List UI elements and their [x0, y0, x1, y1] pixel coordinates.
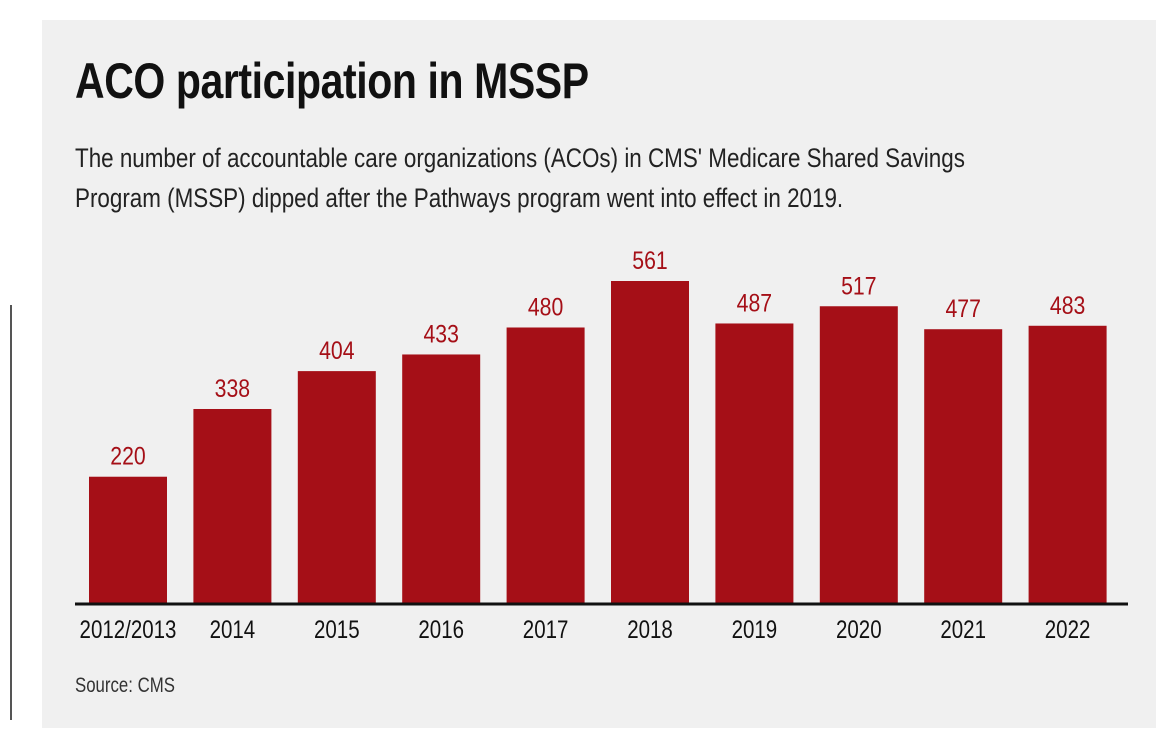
value-label: 480: [528, 293, 563, 321]
x-tick-label: 2020: [836, 615, 882, 643]
bar-2014: [193, 408, 272, 603]
bar-2012-2013: [89, 476, 167, 603]
bar-2017: [506, 327, 585, 603]
value-label: 561: [632, 246, 667, 274]
bar-2020: [819, 306, 898, 603]
value-label: 517: [841, 272, 876, 300]
subtitle-line-2: Program (MSSP) dipped after the Pathways…: [75, 183, 844, 213]
x-tick-label: 2012/2013: [80, 615, 177, 643]
bar-2015: [297, 371, 376, 603]
left-divider: [10, 305, 12, 720]
x-tick-label: 2019: [732, 615, 778, 643]
x-tick-label: 2014: [210, 615, 256, 643]
x-tick-label: 2015: [314, 615, 360, 643]
x-tick-label: 2016: [418, 615, 464, 643]
x-tick-label: 2021: [940, 615, 986, 643]
x-tick-label: 2022: [1045, 615, 1091, 643]
bar-2021: [924, 329, 1003, 603]
value-label: 404: [319, 336, 355, 364]
value-label: 433: [423, 320, 458, 348]
value-label: 477: [945, 295, 980, 323]
bar-2018: [611, 281, 689, 603]
x-tick-label: 2018: [627, 615, 673, 643]
chart-subtitle: The number of accountable care organizat…: [75, 138, 1154, 218]
bar-2019: [715, 323, 794, 603]
bar-2016: [402, 354, 481, 603]
value-label: 220: [110, 442, 145, 470]
value-label: 483: [1050, 291, 1085, 319]
subtitle-line-1: The number of accountable care organizat…: [75, 143, 965, 173]
value-label: 338: [215, 374, 250, 402]
chart-title: ACO participation in MSSP: [75, 53, 589, 109]
x-tick-label: 2017: [523, 615, 569, 643]
source-note: Source: CMS: [75, 674, 175, 697]
bar-2022: [1028, 325, 1107, 603]
value-label: 487: [737, 289, 772, 317]
